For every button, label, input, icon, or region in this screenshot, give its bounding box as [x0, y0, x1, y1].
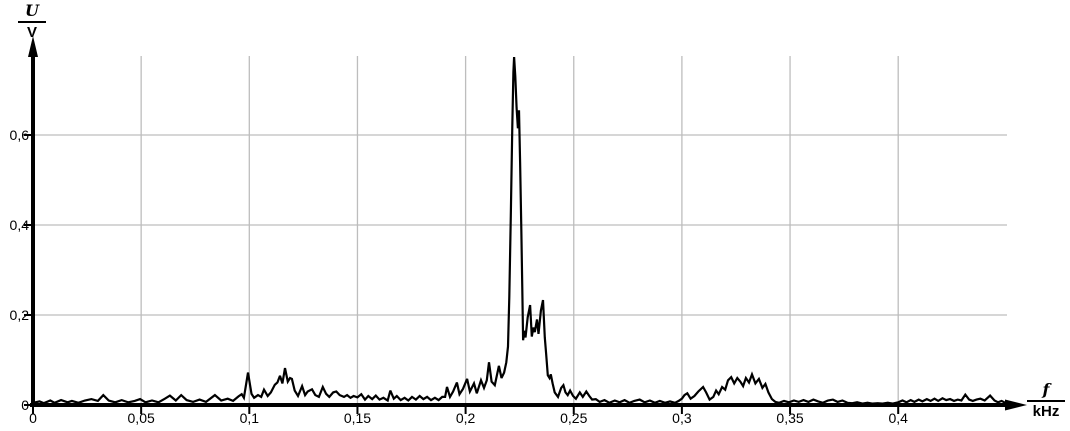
- x-tick-label: 0,3: [672, 410, 692, 426]
- x-tick-label: 0,4: [888, 410, 908, 426]
- y-tick-label: 0: [21, 397, 29, 413]
- x-axis-unit-label: f kHz: [1027, 381, 1065, 419]
- spectrum-curve: [32, 57, 1009, 405]
- x-tick-label: 0,1: [239, 410, 260, 426]
- x-axis-quantity-symbol: f: [1027, 381, 1065, 402]
- x-axis-arrow: [1005, 399, 1027, 411]
- y-axis-unit-symbol: V: [26, 24, 37, 41]
- y-tick-label: 0,2: [9, 307, 29, 323]
- y-tick-label: 0,4: [9, 217, 29, 233]
- x-tick-label: 0,15: [343, 410, 372, 426]
- x-tick-label: 0,35: [776, 410, 804, 426]
- x-tick-label: 0: [29, 410, 37, 426]
- y-axis-quantity-symbol: U: [18, 2, 46, 23]
- x-axis-unit-symbol: kHz: [1032, 403, 1060, 420]
- y-axis-arrow: [28, 36, 38, 57]
- x-tick-label: 0,25: [560, 410, 588, 426]
- y-axis-unit-label: U V: [18, 2, 46, 40]
- x-tick-label: 0,05: [127, 410, 155, 426]
- x-tick-label: 0,2: [455, 410, 476, 426]
- y-tick-label: 0,6: [9, 127, 29, 143]
